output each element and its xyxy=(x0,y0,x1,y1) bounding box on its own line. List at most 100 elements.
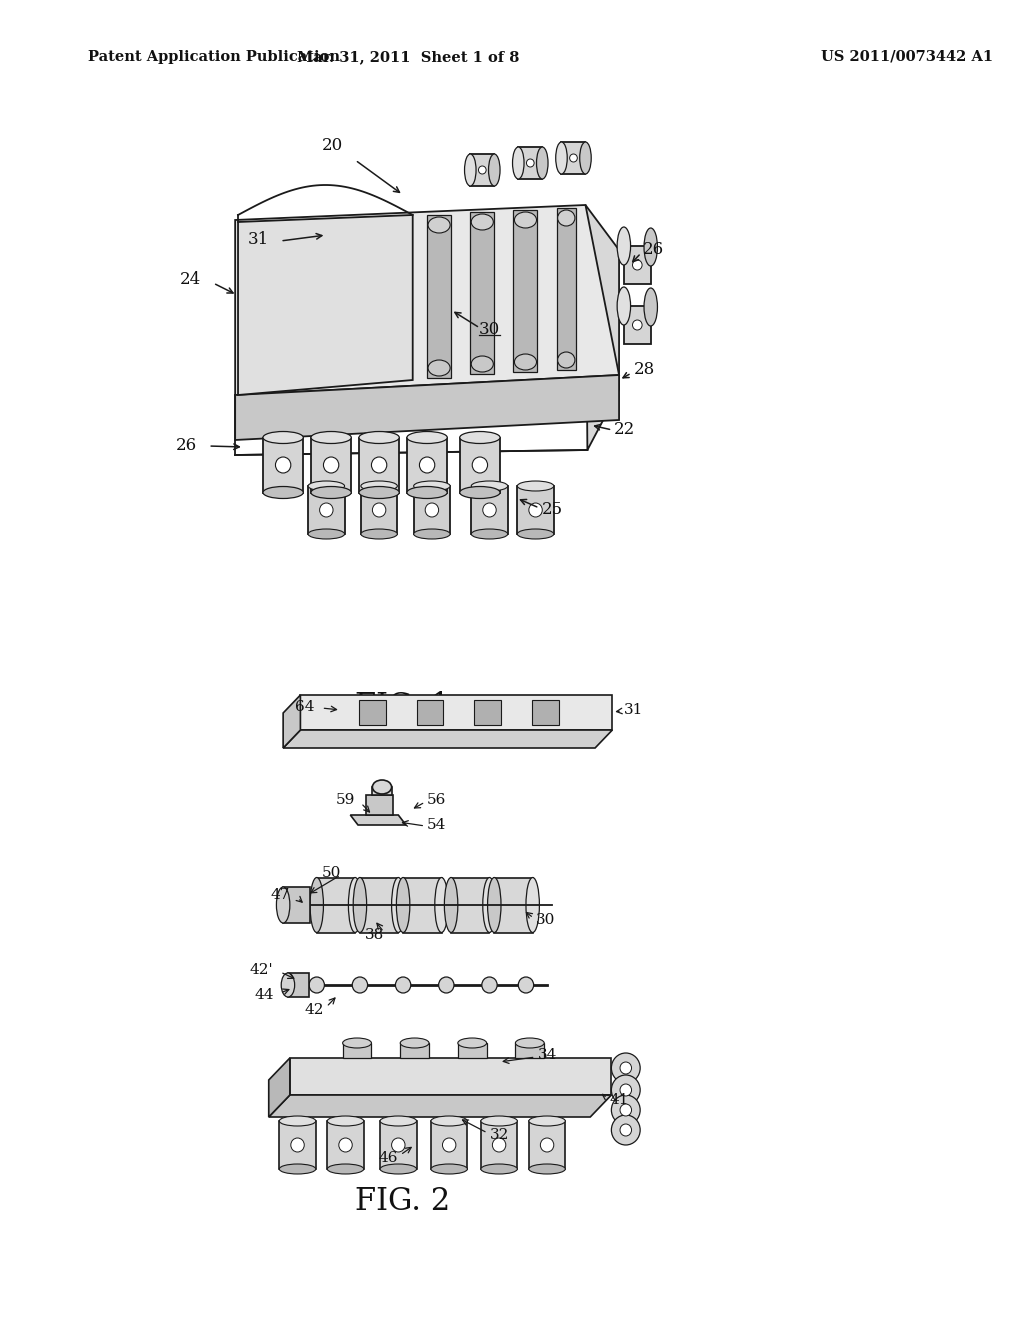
Text: 26: 26 xyxy=(643,242,665,259)
Ellipse shape xyxy=(360,529,397,539)
Circle shape xyxy=(518,977,534,993)
Polygon shape xyxy=(417,700,443,725)
Ellipse shape xyxy=(308,480,344,491)
Polygon shape xyxy=(380,1121,417,1170)
Ellipse shape xyxy=(580,143,591,174)
Text: US 2011/0073442 A1: US 2011/0073442 A1 xyxy=(820,50,993,63)
Ellipse shape xyxy=(276,887,290,923)
Circle shape xyxy=(611,1074,640,1105)
Circle shape xyxy=(482,503,497,517)
Ellipse shape xyxy=(556,143,567,174)
Ellipse shape xyxy=(558,352,574,368)
Ellipse shape xyxy=(431,1164,467,1173)
Polygon shape xyxy=(460,437,500,492)
Circle shape xyxy=(633,319,642,330)
Polygon shape xyxy=(311,437,351,492)
Circle shape xyxy=(541,1138,554,1152)
Ellipse shape xyxy=(617,286,631,325)
Circle shape xyxy=(442,1138,456,1152)
Ellipse shape xyxy=(380,1164,417,1173)
Polygon shape xyxy=(236,205,620,395)
Ellipse shape xyxy=(414,480,451,491)
Polygon shape xyxy=(288,973,309,997)
Polygon shape xyxy=(359,700,386,725)
Ellipse shape xyxy=(400,1038,429,1048)
Circle shape xyxy=(620,1104,632,1115)
Ellipse shape xyxy=(487,878,501,932)
Polygon shape xyxy=(586,205,620,450)
Polygon shape xyxy=(470,154,495,186)
Polygon shape xyxy=(431,1121,467,1170)
Text: 42': 42' xyxy=(250,964,273,977)
Polygon shape xyxy=(359,437,399,492)
Circle shape xyxy=(478,166,486,174)
Polygon shape xyxy=(366,795,392,814)
Ellipse shape xyxy=(514,213,537,228)
Circle shape xyxy=(611,1115,640,1144)
Text: 46: 46 xyxy=(379,1151,398,1166)
Ellipse shape xyxy=(465,154,476,186)
Ellipse shape xyxy=(517,529,554,539)
Polygon shape xyxy=(359,878,398,932)
Text: 31: 31 xyxy=(624,704,643,717)
FancyBboxPatch shape xyxy=(284,887,310,923)
Circle shape xyxy=(633,260,642,271)
Polygon shape xyxy=(414,486,451,535)
Circle shape xyxy=(620,1125,632,1137)
Text: FIG. 1: FIG. 1 xyxy=(355,690,451,722)
Ellipse shape xyxy=(513,147,524,180)
Circle shape xyxy=(482,977,498,993)
Polygon shape xyxy=(263,437,303,492)
Text: 50: 50 xyxy=(322,866,341,880)
Ellipse shape xyxy=(471,480,508,491)
Ellipse shape xyxy=(644,288,657,326)
Polygon shape xyxy=(268,1096,611,1117)
Text: 42: 42 xyxy=(305,1003,325,1016)
Ellipse shape xyxy=(528,1115,565,1126)
Text: 44: 44 xyxy=(254,987,273,1002)
Text: 47: 47 xyxy=(270,888,290,902)
Text: 38: 38 xyxy=(365,928,384,942)
Ellipse shape xyxy=(431,1115,467,1126)
Ellipse shape xyxy=(311,432,351,444)
Ellipse shape xyxy=(517,480,554,491)
Polygon shape xyxy=(495,878,532,932)
Circle shape xyxy=(391,1138,406,1152)
Ellipse shape xyxy=(526,878,540,932)
Circle shape xyxy=(352,977,368,993)
Text: 22: 22 xyxy=(614,421,636,438)
Polygon shape xyxy=(316,878,355,932)
Polygon shape xyxy=(517,486,554,535)
Ellipse shape xyxy=(311,487,351,499)
Circle shape xyxy=(372,457,387,473)
Ellipse shape xyxy=(282,973,295,997)
Text: 26: 26 xyxy=(176,437,197,454)
Ellipse shape xyxy=(263,432,303,444)
Text: 54: 54 xyxy=(427,818,446,832)
Ellipse shape xyxy=(396,878,410,932)
Circle shape xyxy=(569,154,578,162)
Ellipse shape xyxy=(373,780,391,795)
Ellipse shape xyxy=(471,529,508,539)
Polygon shape xyxy=(308,486,344,535)
Polygon shape xyxy=(518,147,543,180)
Text: 56: 56 xyxy=(427,793,446,807)
Ellipse shape xyxy=(310,878,324,932)
Polygon shape xyxy=(513,210,538,372)
Polygon shape xyxy=(280,1121,315,1170)
Polygon shape xyxy=(528,1121,565,1170)
Polygon shape xyxy=(373,787,391,795)
Ellipse shape xyxy=(391,878,406,932)
Circle shape xyxy=(339,1138,352,1152)
Polygon shape xyxy=(452,878,489,932)
Ellipse shape xyxy=(537,147,548,180)
Text: 30: 30 xyxy=(536,913,555,927)
Circle shape xyxy=(438,977,454,993)
Ellipse shape xyxy=(514,354,537,370)
Ellipse shape xyxy=(482,878,497,932)
Ellipse shape xyxy=(471,214,494,230)
Polygon shape xyxy=(561,143,586,174)
Text: 25: 25 xyxy=(543,502,563,519)
Ellipse shape xyxy=(328,1164,364,1173)
Ellipse shape xyxy=(407,432,447,444)
